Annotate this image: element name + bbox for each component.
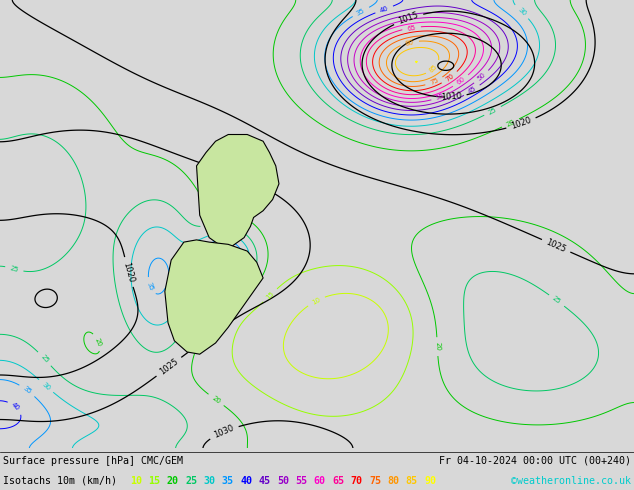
Text: 45: 45 [467, 86, 477, 96]
Text: 75: 75 [429, 77, 439, 86]
Text: 60: 60 [455, 76, 466, 86]
Text: 30: 30 [516, 6, 527, 17]
Text: 1025: 1025 [158, 357, 180, 377]
Text: 15: 15 [265, 290, 275, 300]
Text: Surface pressure [hPa] CMC/GEM: Surface pressure [hPa] CMC/GEM [3, 456, 183, 466]
Text: 35: 35 [22, 385, 32, 395]
Text: 65: 65 [332, 476, 344, 486]
Text: 75: 75 [369, 476, 381, 486]
Text: 50: 50 [476, 72, 487, 82]
Text: 25: 25 [205, 222, 214, 229]
Text: 15: 15 [148, 476, 160, 486]
Text: 20: 20 [94, 337, 103, 347]
Text: 35: 35 [222, 476, 234, 486]
Text: 40: 40 [10, 402, 21, 412]
Text: 25: 25 [552, 295, 562, 305]
Text: 30: 30 [204, 476, 216, 486]
Text: 1020: 1020 [510, 116, 533, 131]
Polygon shape [165, 240, 263, 354]
Text: Fr 04-10-2024 00:00 UTC (00+240): Fr 04-10-2024 00:00 UTC (00+240) [439, 456, 631, 466]
Text: 50: 50 [277, 476, 289, 486]
Text: 70: 70 [351, 476, 363, 486]
Text: 65: 65 [406, 24, 417, 31]
Text: 40: 40 [232, 250, 240, 261]
Text: 35: 35 [202, 271, 213, 280]
Text: 10: 10 [130, 476, 142, 486]
Text: 30: 30 [41, 381, 51, 391]
Text: 35: 35 [356, 7, 366, 17]
Text: 90: 90 [424, 476, 436, 486]
Text: 1020: 1020 [121, 261, 136, 283]
Text: 30: 30 [177, 294, 186, 304]
Text: 60: 60 [314, 476, 326, 486]
Text: 25: 25 [39, 354, 49, 364]
Text: 25: 25 [10, 265, 19, 273]
Text: ©weatheronline.co.uk: ©weatheronline.co.uk [511, 476, 631, 486]
Text: 1015: 1015 [397, 11, 420, 26]
Text: 35: 35 [146, 281, 155, 292]
Text: 80: 80 [404, 39, 415, 47]
Text: 10: 10 [311, 296, 321, 306]
Text: 1025: 1025 [545, 238, 567, 254]
Text: 20: 20 [210, 395, 221, 405]
Text: 45: 45 [259, 476, 271, 486]
Text: 1010: 1010 [441, 92, 462, 102]
Text: 55: 55 [295, 476, 307, 486]
Text: 70: 70 [444, 73, 455, 83]
Text: 40: 40 [240, 476, 252, 486]
Text: 25: 25 [488, 106, 498, 116]
Text: 20: 20 [434, 342, 441, 351]
Text: 20: 20 [505, 119, 516, 127]
Text: 80: 80 [387, 476, 399, 486]
Text: 85: 85 [406, 476, 418, 486]
Text: 85: 85 [429, 63, 439, 74]
Polygon shape [197, 135, 279, 246]
Text: 55: 55 [435, 93, 446, 101]
Text: 1030: 1030 [212, 423, 235, 440]
Text: 40: 40 [379, 5, 389, 14]
Text: 25: 25 [185, 476, 197, 486]
Text: 20: 20 [167, 476, 179, 486]
Text: Isotachs 10m (km/h): Isotachs 10m (km/h) [3, 476, 117, 486]
